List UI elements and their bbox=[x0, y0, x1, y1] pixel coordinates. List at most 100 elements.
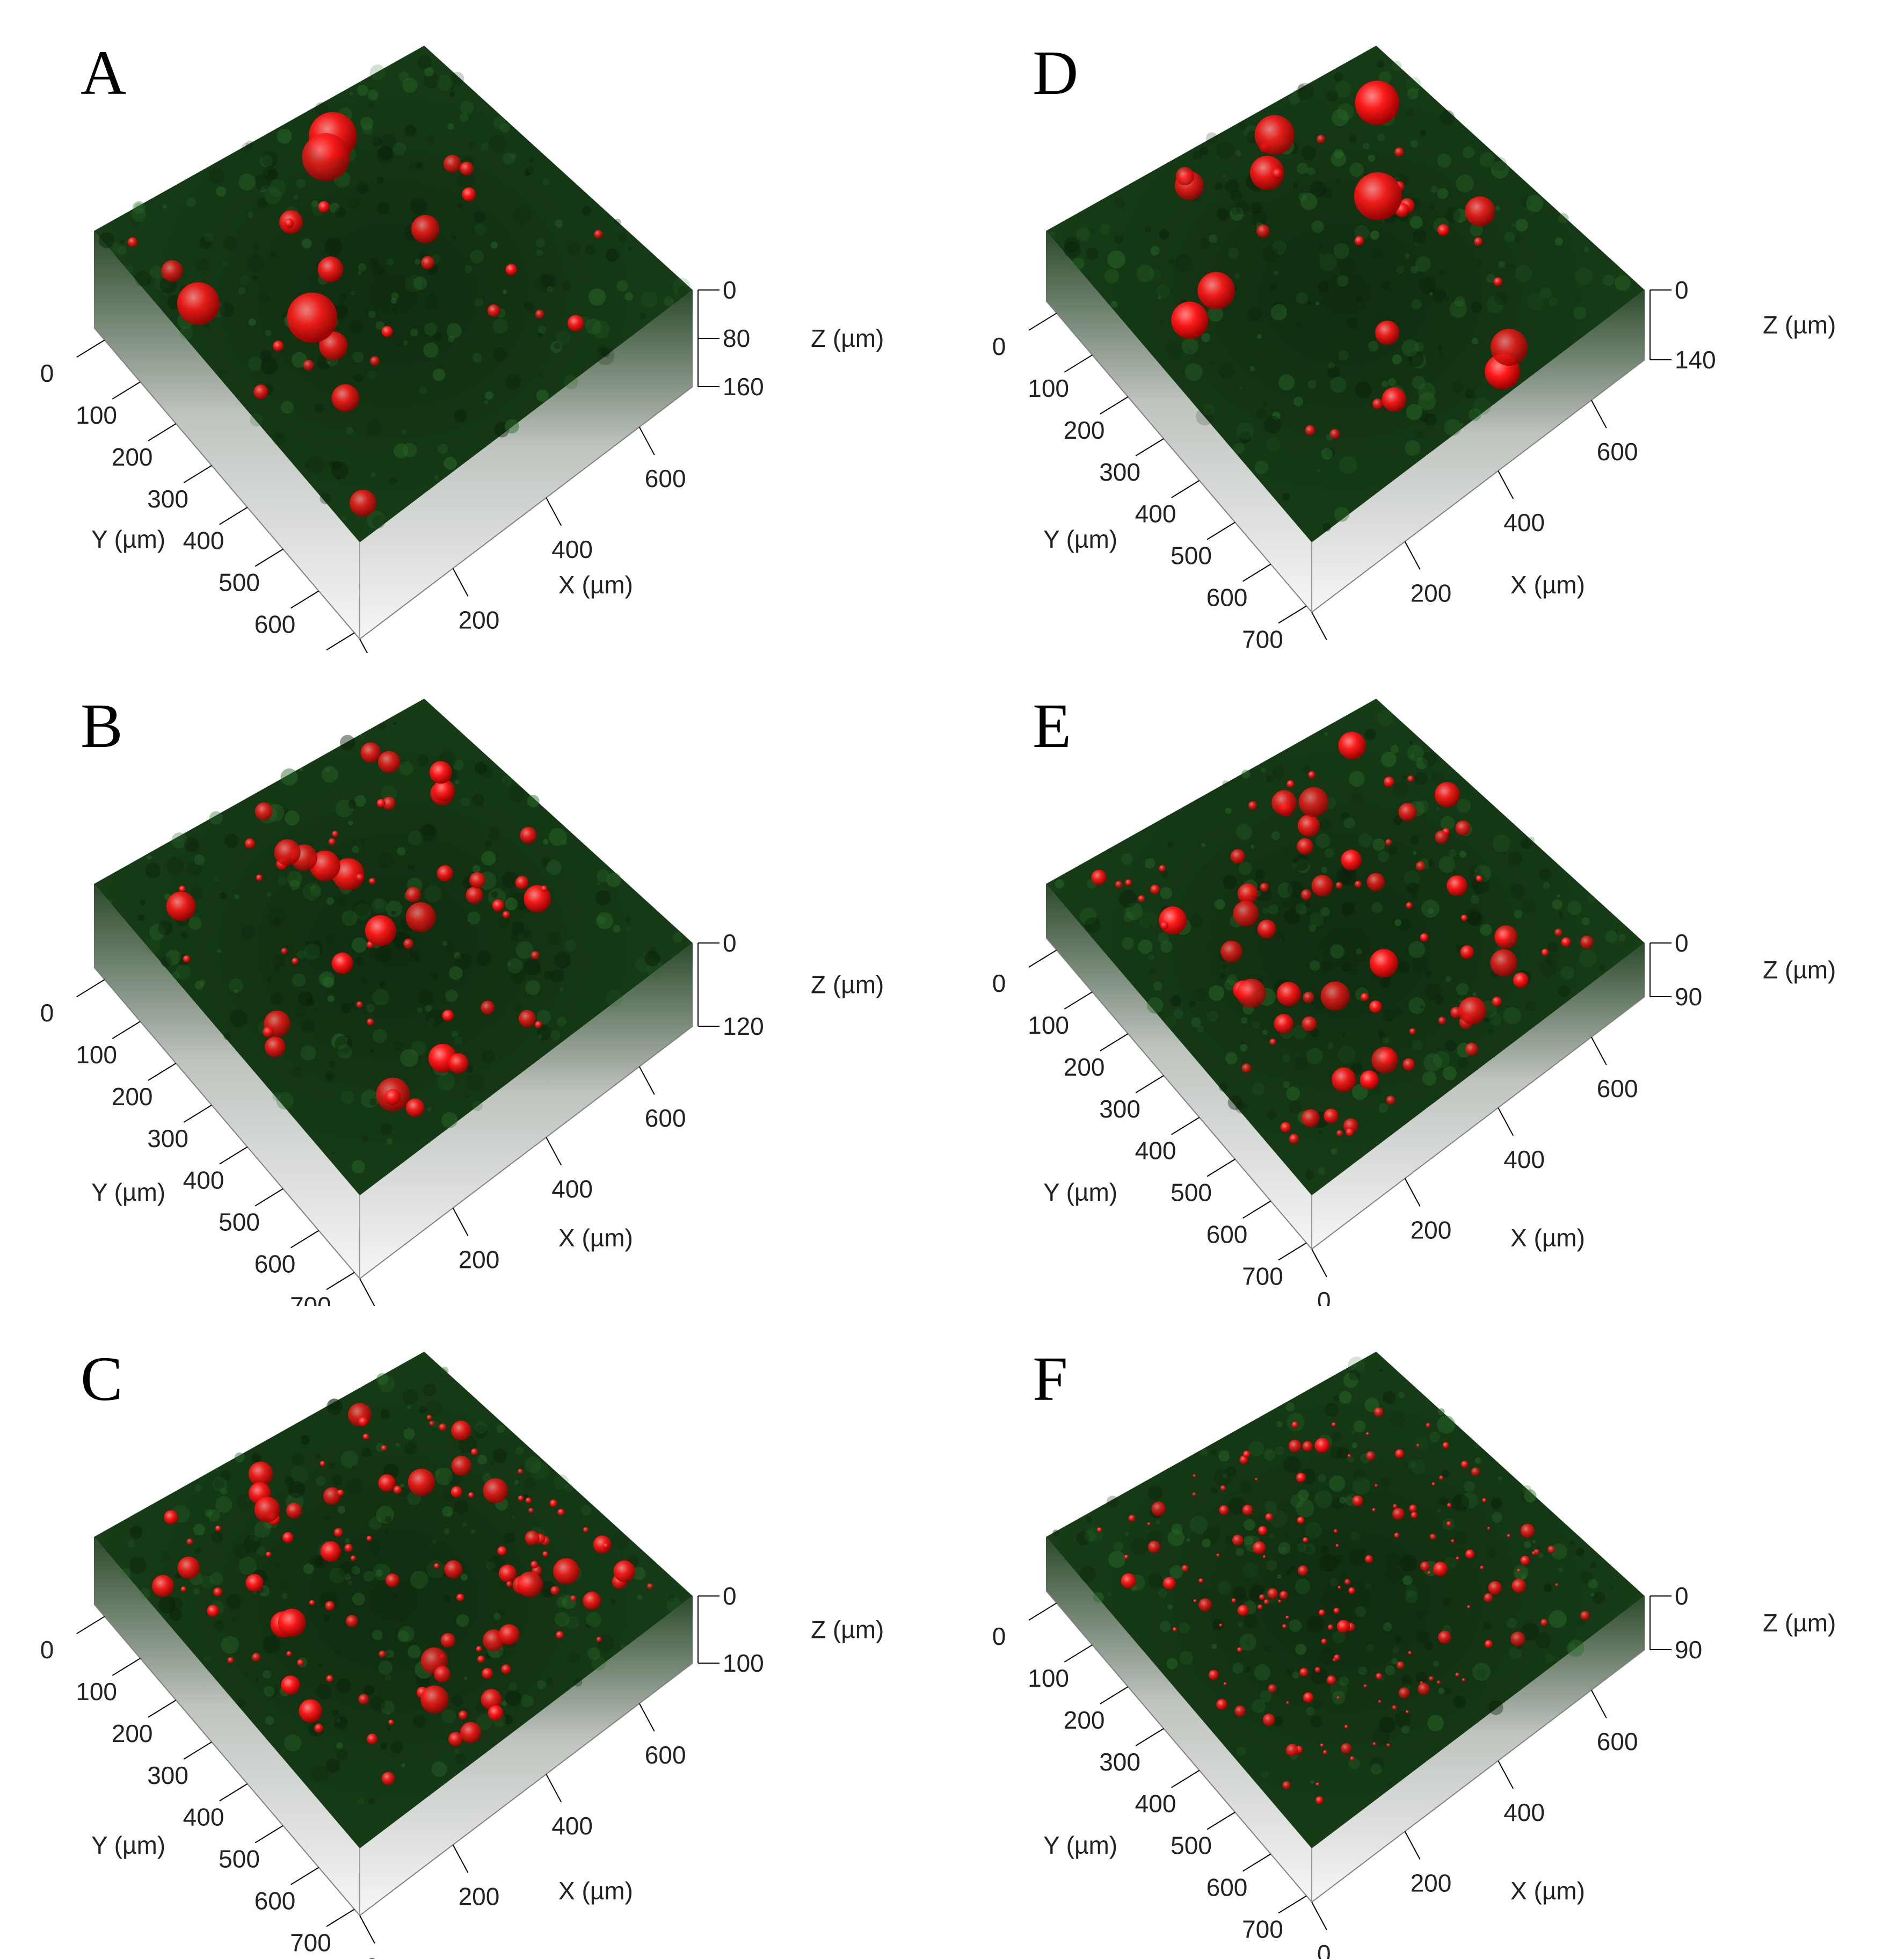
droplet bbox=[1193, 1474, 1196, 1478]
droplet bbox=[1318, 1609, 1325, 1616]
y-tick-label: 300 bbox=[1099, 458, 1140, 486]
x-tick-label: 0 bbox=[1317, 650, 1331, 653]
droplet bbox=[183, 955, 191, 963]
droplet bbox=[451, 1420, 471, 1441]
droplet bbox=[440, 1633, 456, 1648]
droplet bbox=[1386, 1095, 1396, 1105]
y-tick-label: 600 bbox=[255, 611, 296, 639]
droplet bbox=[1220, 1485, 1226, 1491]
droplet bbox=[179, 886, 186, 893]
droplet bbox=[393, 1485, 402, 1494]
y-tick-label: 600 bbox=[1207, 584, 1248, 612]
slab-left-face bbox=[94, 231, 360, 639]
droplet bbox=[1461, 915, 1467, 922]
y-tick-label: 0 bbox=[40, 1636, 54, 1664]
droplet bbox=[541, 885, 548, 892]
y-tick-label: 700 bbox=[290, 1292, 331, 1306]
droplet bbox=[213, 1587, 222, 1597]
droplet bbox=[287, 292, 338, 343]
droplet bbox=[1272, 168, 1283, 179]
droplet bbox=[1398, 803, 1417, 821]
droplet bbox=[518, 1495, 524, 1501]
droplet bbox=[442, 1010, 454, 1021]
droplet bbox=[1361, 993, 1369, 1002]
slab-left-face bbox=[1046, 1537, 1312, 1902]
droplet bbox=[1547, 1546, 1556, 1554]
droplet bbox=[1517, 1569, 1521, 1572]
droplet bbox=[1416, 1443, 1420, 1447]
droplet bbox=[1320, 981, 1350, 1011]
droplet bbox=[1311, 875, 1333, 897]
droplet bbox=[1465, 1549, 1475, 1559]
droplets bbox=[152, 1403, 653, 1785]
droplet bbox=[1289, 1134, 1299, 1144]
droplet bbox=[1392, 1507, 1405, 1520]
droplet bbox=[1303, 991, 1314, 1003]
droplet bbox=[647, 1583, 653, 1590]
droplet bbox=[255, 802, 273, 821]
x-axis-title: X (µm) bbox=[558, 571, 633, 599]
droplet bbox=[1346, 1128, 1354, 1136]
droplet bbox=[1288, 1439, 1302, 1453]
y-tick-label: 500 bbox=[219, 1845, 260, 1873]
droplet bbox=[1324, 1108, 1339, 1123]
y-tick-label: 400 bbox=[1135, 1790, 1176, 1818]
droplet bbox=[553, 1558, 579, 1585]
slab-right-face bbox=[1312, 943, 1645, 1249]
droplet bbox=[1147, 1522, 1151, 1526]
droplet bbox=[1171, 301, 1209, 339]
droplet bbox=[1455, 1672, 1460, 1677]
x-axis-title: X (µm) bbox=[1510, 571, 1585, 599]
droplet bbox=[460, 1722, 482, 1743]
slab-right-face bbox=[360, 1596, 693, 1916]
droplet bbox=[1580, 1610, 1590, 1621]
droplet bbox=[253, 384, 268, 400]
droplet bbox=[1554, 928, 1563, 937]
droplet bbox=[439, 1423, 447, 1431]
droplet bbox=[1258, 1604, 1263, 1610]
droplet bbox=[303, 360, 314, 371]
panel-label: E bbox=[1033, 691, 1071, 761]
droplet bbox=[317, 256, 344, 282]
y-tick-label: 200 bbox=[112, 1083, 153, 1111]
y-axis-title: Y (µm) bbox=[1043, 525, 1117, 553]
droplet bbox=[444, 1560, 463, 1579]
droplet bbox=[613, 1560, 636, 1583]
droplet bbox=[1260, 883, 1269, 892]
droplet bbox=[1231, 1598, 1237, 1603]
slab-top-face bbox=[94, 1352, 693, 1848]
slab-top-face bbox=[94, 46, 693, 542]
z-axis-title: Z (µm) bbox=[1763, 1609, 1836, 1637]
z-tick-label: 100 bbox=[723, 1649, 764, 1677]
droplet bbox=[346, 1615, 358, 1628]
droplet bbox=[1268, 1684, 1277, 1693]
droplet bbox=[161, 260, 183, 282]
droplet bbox=[1369, 1000, 1382, 1013]
z-axis: 0 120 Z (µm) bbox=[697, 929, 884, 1040]
droplet bbox=[1198, 1578, 1203, 1583]
droplet bbox=[381, 1772, 395, 1785]
droplet bbox=[1344, 1724, 1348, 1729]
slab-right-face bbox=[360, 290, 693, 639]
droplet bbox=[1262, 1555, 1266, 1558]
z-axis-title: Z (µm) bbox=[811, 324, 884, 352]
droplet bbox=[1271, 790, 1297, 816]
y-tick-label: 500 bbox=[1171, 1832, 1212, 1860]
droplet bbox=[369, 877, 376, 884]
droplet bbox=[1242, 1450, 1251, 1458]
droplet bbox=[356, 1001, 363, 1008]
y-axis: 0 100 200 300 400 500 600 700 Y (µm) bbox=[40, 979, 355, 1306]
droplet bbox=[1347, 1454, 1351, 1458]
droplet bbox=[556, 1631, 564, 1639]
z-tick-label: 0 bbox=[1675, 929, 1689, 957]
droplet bbox=[256, 874, 263, 881]
droplet bbox=[152, 1575, 175, 1597]
droplet bbox=[520, 826, 537, 844]
droplet bbox=[468, 1492, 474, 1498]
x-tick-label: 0 bbox=[1317, 1940, 1331, 1959]
droplet bbox=[1237, 1605, 1249, 1616]
droplet bbox=[525, 1530, 540, 1546]
x-tick-label: 200 bbox=[1411, 579, 1452, 607]
droplet bbox=[386, 1573, 399, 1587]
